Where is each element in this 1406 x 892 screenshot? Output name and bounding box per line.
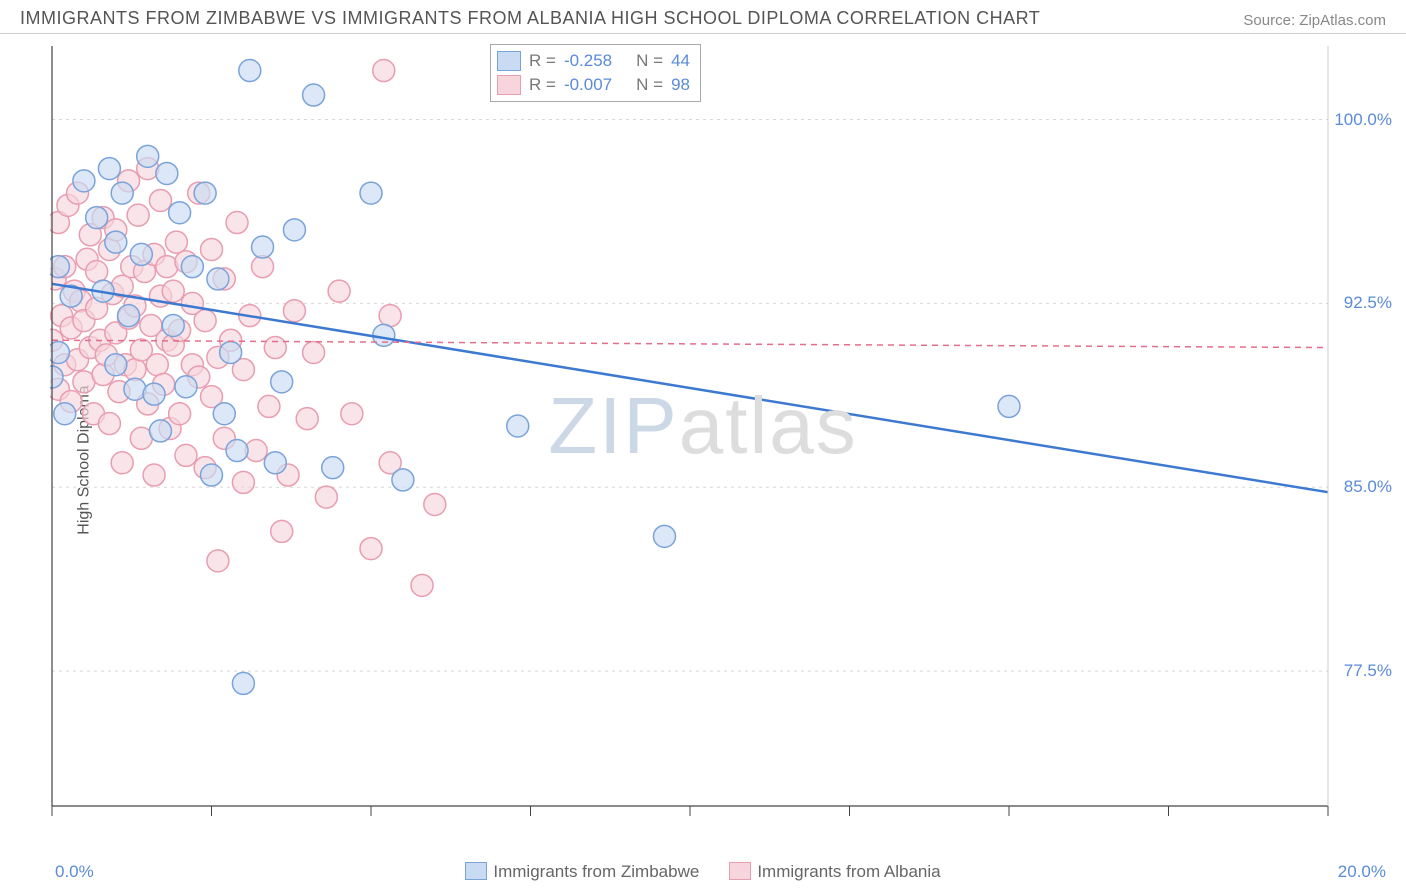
r-value-albania: -0.007 [564,73,612,97]
stats-legend: R = -0.258 N = 44 R = -0.007 N = 98 [490,44,701,102]
r-label: R = [529,73,556,97]
swatch-albania-icon [729,862,751,880]
n-value-albania: 98 [671,73,690,97]
legend-label-albania: Immigrants from Albania [757,862,940,881]
legend-item-albania: Immigrants from Albania [729,862,940,882]
r-value-zimbabwe: -0.258 [564,49,612,73]
y-tick-label: 85.0% [1344,477,1392,497]
r-label: R = [529,49,556,73]
x-max-label: 20.0% [1338,862,1386,882]
legend-label-zimbabwe: Immigrants from Zimbabwe [493,862,699,881]
chart-area: High School Diploma ZIPatlas R = -0.258 … [0,34,1406,886]
swatch-zimbabwe-icon [465,862,487,880]
chart-header: IMMIGRANTS FROM ZIMBABWE VS IMMIGRANTS F… [0,0,1406,34]
y-tick-label: 77.5% [1344,661,1392,681]
n-value-zimbabwe: 44 [671,49,690,73]
n-label: N = [636,49,663,73]
x-min-label: 0.0% [55,862,94,882]
legend-item-zimbabwe: Immigrants from Zimbabwe [465,862,699,882]
scatter-plot [50,44,1330,834]
y-tick-label: 92.5% [1344,293,1392,313]
source-prefix: Source: [1243,12,1299,29]
series-legend: Immigrants from Zimbabwe Immigrants from… [465,862,940,882]
y-tick-label: 100.0% [1334,110,1392,130]
stats-row-albania: R = -0.007 N = 98 [497,73,690,97]
n-label: N = [636,73,663,97]
source-name: ZipAtlas.com [1299,12,1386,29]
chart-source: Source: ZipAtlas.com [1243,12,1386,29]
bottom-legend: 0.0% Immigrants from Zimbabwe Immigrants… [0,862,1406,882]
swatch-zimbabwe [497,51,521,71]
swatch-albania [497,75,521,95]
stats-row-zimbabwe: R = -0.258 N = 44 [497,49,690,73]
chart-title: IMMIGRANTS FROM ZIMBABWE VS IMMIGRANTS F… [20,8,1040,29]
